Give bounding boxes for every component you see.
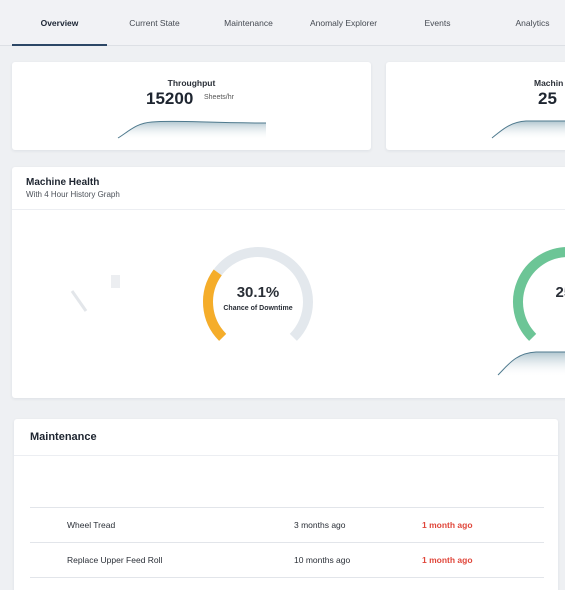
tab-events[interactable]: Events (424, 18, 451, 28)
task-name: Replace Upper Feed Roll (67, 555, 163, 565)
tab-maintenance[interactable]: Maintenance (224, 18, 273, 28)
machine-kpi-card: Machin 25 (386, 62, 565, 150)
gauge-fill (513, 247, 565, 341)
tab-analytics[interactable]: Analytics (515, 18, 550, 28)
tab-anomaly-explorer[interactable]: Anomaly Explorer (309, 18, 378, 28)
throughput-value: 15200 (146, 89, 194, 108)
table-row-separator (30, 577, 544, 578)
throughput-card: Throughput 15200 Sheets/hr (12, 62, 371, 150)
divider (14, 455, 558, 456)
maintenance-card: Maintenance Wheel Tread 3 months ago 1 m… (14, 419, 558, 590)
machine-kpi-sparkline (491, 120, 565, 140)
table-row-separator (30, 507, 544, 508)
due-status: 1 month ago (422, 555, 473, 565)
machine-health-subtitle: With 4 Hour History Graph (26, 190, 120, 199)
secondary-gauge (513, 247, 565, 341)
secondary-gauge-label: C (508, 305, 565, 312)
tab-current-state[interactable]: Current State (129, 18, 180, 28)
machine-health-card: Machine Health With 4 Hour History Graph… (12, 167, 565, 398)
task-name: Wheel Tread (67, 520, 116, 530)
tab-bar: Overview Current State Maintenance Anoma… (0, 0, 565, 46)
machine-kpi-value: 25 (538, 89, 557, 108)
gauge-fill (203, 269, 227, 341)
secondary-gauge-value: 250 (555, 284, 565, 301)
machine-health-title: Machine Health (26, 177, 100, 188)
divider (12, 209, 565, 210)
maintenance-title: Maintenance (30, 431, 97, 443)
secondary-sparkline (497, 351, 565, 377)
tab-overview[interactable]: Overview (12, 0, 107, 46)
downtime-label: Chance of Downtime (223, 305, 293, 312)
throughput-title: Throughput (167, 78, 216, 88)
machine-kpi-title: Machin (534, 78, 564, 88)
downtime-gauge (203, 247, 313, 341)
placeholder-graphic (111, 275, 120, 288)
due-status: 1 month ago (422, 520, 473, 530)
cursor-artifact-icon (70, 290, 88, 312)
throughput-unit: Sheets/hr (204, 94, 234, 101)
table-row-separator (30, 542, 544, 543)
downtime-percent: 30.1% (236, 284, 280, 301)
last-done: 10 months ago (294, 555, 351, 565)
last-done: 3 months ago (294, 520, 346, 530)
throughput-sparkline (117, 120, 267, 140)
